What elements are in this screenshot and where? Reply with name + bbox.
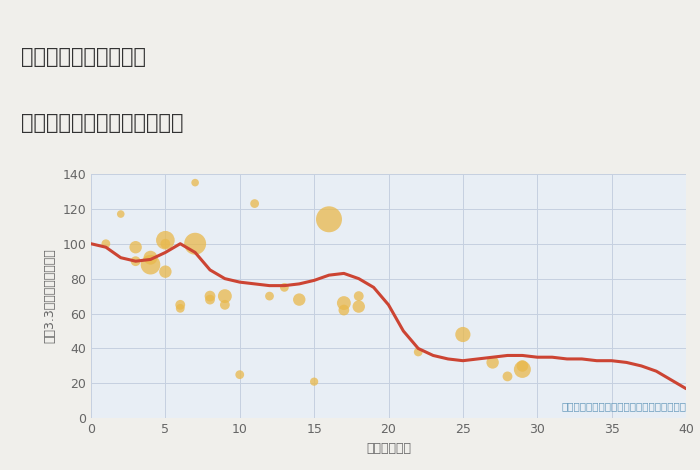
Point	[234, 371, 246, 378]
Point	[175, 305, 186, 312]
Point	[264, 292, 275, 300]
Point	[502, 373, 513, 380]
Point	[353, 303, 364, 310]
Point	[517, 362, 528, 370]
Point	[457, 331, 468, 338]
Point	[160, 268, 171, 275]
Text: 三重県津市美杉町奥津: 三重県津市美杉町奥津	[21, 47, 146, 67]
Point	[249, 200, 260, 207]
Point	[160, 236, 171, 244]
Point	[204, 292, 216, 300]
Point	[115, 210, 126, 218]
Point	[338, 306, 349, 314]
Point	[130, 243, 141, 251]
Point	[309, 378, 320, 385]
Point	[175, 301, 186, 309]
Point	[323, 216, 335, 223]
Point	[279, 283, 290, 291]
Point	[190, 179, 201, 187]
Point	[517, 366, 528, 373]
Point	[190, 240, 201, 248]
X-axis label: 築年数（年）: 築年数（年）	[366, 442, 411, 454]
Point	[145, 254, 156, 261]
Point	[487, 359, 498, 366]
Point	[219, 292, 230, 300]
Point	[130, 258, 141, 265]
Point	[145, 261, 156, 268]
Y-axis label: 坪（3.3㎡）単価（万円）: 坪（3.3㎡）単価（万円）	[43, 249, 57, 344]
Text: 築年数別中古マンション価格: 築年数別中古マンション価格	[21, 113, 183, 133]
Text: 円の大きさは、取引のあった物件面積を示す: 円の大きさは、取引のあった物件面積を示す	[561, 401, 686, 411]
Point	[338, 299, 349, 307]
Point	[100, 240, 111, 248]
Point	[204, 296, 216, 303]
Point	[160, 240, 171, 248]
Point	[219, 301, 230, 309]
Point	[413, 348, 424, 356]
Point	[294, 296, 305, 303]
Point	[353, 292, 364, 300]
